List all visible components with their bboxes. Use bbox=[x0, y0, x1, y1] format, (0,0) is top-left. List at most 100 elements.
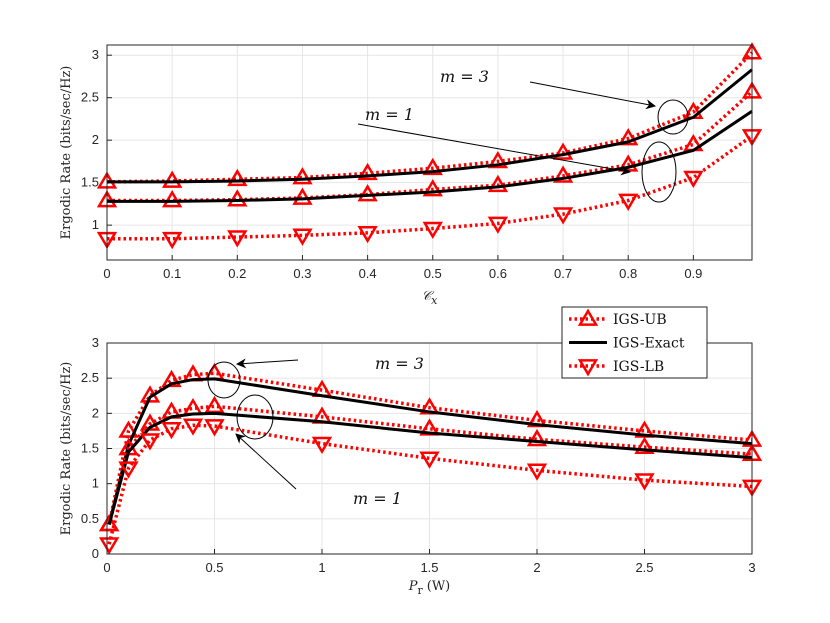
series-exact bbox=[107, 377, 753, 525]
axes-box bbox=[106, 44, 753, 261]
x-tick-label: 0.8 bbox=[619, 266, 637, 281]
annotation-text: m = 3 bbox=[375, 354, 424, 373]
x-axis-label: 𝒞x bbox=[422, 289, 438, 307]
triangle-up-marker bbox=[618, 128, 639, 146]
triangle-down-marker bbox=[552, 207, 574, 225]
axes-box bbox=[106, 342, 753, 555]
triangle-down-marker bbox=[487, 216, 509, 234]
x-tick-label: 0.2 bbox=[228, 266, 246, 281]
y-tick-label: 2.5 bbox=[81, 370, 99, 385]
annotation-text: m = 1 bbox=[353, 489, 402, 508]
triangle-up-marker bbox=[634, 436, 655, 454]
y-tick-label: 0.5 bbox=[81, 511, 99, 526]
annotation-text: m = 1 bbox=[365, 105, 414, 124]
series-line bbox=[107, 377, 753, 525]
series-line bbox=[107, 404, 753, 525]
y-tick-label: 1 bbox=[92, 217, 99, 232]
legend-label: IGS-UB bbox=[613, 312, 667, 328]
x-tick-label: 1 bbox=[318, 560, 325, 575]
triangle-down-marker bbox=[419, 451, 440, 469]
series-exact bbox=[107, 68, 753, 184]
triangle-up-marker bbox=[357, 162, 378, 181]
triangle-down-marker bbox=[683, 170, 704, 189]
x-axis-label-unit: (W) bbox=[427, 579, 451, 594]
x-tick-label: 0.1 bbox=[163, 266, 181, 281]
triangle-down-marker bbox=[161, 231, 183, 250]
y-tick-label: 1.5 bbox=[81, 175, 99, 190]
triangle-down-marker bbox=[204, 419, 225, 437]
x-tick-label: 0 bbox=[103, 266, 110, 281]
series-line bbox=[107, 90, 754, 203]
x-tick-label: 3 bbox=[748, 560, 755, 575]
triangle-down-marker bbox=[618, 193, 639, 211]
triangle-down-marker bbox=[634, 473, 655, 491]
triangle-up-marker bbox=[227, 189, 248, 207]
y-tick-label: 3 bbox=[92, 335, 99, 350]
y-axis-label: Ergodic Rate (bits/sec/Hz) bbox=[59, 66, 74, 240]
y-tick-label: 1.5 bbox=[81, 441, 99, 456]
x-axis-label-main: P bbox=[408, 579, 418, 594]
y-tick-label: 0 bbox=[92, 546, 99, 561]
y-tick-label: 2.5 bbox=[81, 90, 99, 105]
triangle-down-marker bbox=[357, 225, 378, 244]
legend-label: IGS-LB bbox=[613, 359, 664, 375]
annotation-arrow bbox=[236, 358, 299, 369]
series-line bbox=[107, 134, 754, 241]
legend-label: IGS-Exact bbox=[613, 336, 685, 352]
triangle-up-marker bbox=[577, 308, 599, 326]
triangle-down-marker bbox=[311, 436, 333, 455]
y-tick-label: 3 bbox=[92, 47, 99, 62]
triangle-up-marker bbox=[161, 190, 183, 208]
x-tick-label: 0.4 bbox=[359, 266, 377, 281]
legend-item: IGS-UB bbox=[569, 308, 667, 328]
series-exact bbox=[107, 110, 753, 203]
annotation-arrow bbox=[235, 433, 297, 490]
triangle-up-marker bbox=[357, 184, 378, 202]
x-tick-label: 0.5 bbox=[205, 560, 223, 575]
annotation-ellipse bbox=[641, 141, 677, 203]
triangle-down-marker bbox=[161, 421, 182, 440]
triangle-up-marker bbox=[161, 369, 182, 388]
annotation-arrow bbox=[529, 81, 656, 110]
triangle-down-marker bbox=[227, 230, 248, 248]
legend: IGS-UB IGS-Exact IGS-LB bbox=[561, 306, 708, 379]
y-tick-label: 1 bbox=[92, 476, 99, 491]
annotation-arrow bbox=[357, 123, 631, 176]
x-axis-label-subscript: x bbox=[431, 294, 438, 307]
triangle-up-marker bbox=[98, 513, 120, 532]
triangle-down-marker bbox=[577, 359, 599, 377]
y-tick-label: 2 bbox=[92, 132, 99, 147]
triangle-up-marker bbox=[161, 170, 183, 188]
x-tick-label: 2 bbox=[533, 560, 540, 575]
y-axis-label: Ergodic Rate (bits/sec/Hz) bbox=[59, 362, 74, 536]
x-tick-label: 1.5 bbox=[420, 560, 438, 575]
x-axis-label-subscript: r bbox=[417, 584, 423, 597]
series-line bbox=[107, 68, 753, 184]
triangle-up-marker bbox=[552, 142, 574, 160]
triangle-down-marker bbox=[139, 433, 161, 451]
series-line bbox=[107, 371, 753, 525]
triangle-up-marker bbox=[487, 150, 509, 169]
triangle-down-marker bbox=[182, 418, 204, 436]
x-tick-label: 0 bbox=[103, 560, 110, 575]
triangle-up-marker bbox=[552, 165, 574, 183]
series-ub bbox=[96, 81, 763, 208]
legend-item: IGS-LB bbox=[569, 359, 664, 377]
x-tick-label: 0.7 bbox=[554, 266, 572, 281]
triangle-up-marker bbox=[118, 420, 139, 438]
x-tick-label: 0.5 bbox=[424, 266, 442, 281]
triangle-down-marker bbox=[422, 221, 443, 240]
triangle-up-marker bbox=[526, 428, 548, 447]
triangle-down-marker bbox=[118, 461, 139, 479]
triangle-down-marker bbox=[526, 463, 548, 481]
top-chart: 0 0.1 0.2 0.3 0.4 0.5 0.6 0.7 0.8 0.9 1 1.5 2 2.5 3 Erg… bbox=[59, 42, 763, 307]
annotation-ellipse bbox=[236, 394, 274, 440]
y-tick-label: 2 bbox=[92, 405, 99, 420]
triangle-up-marker bbox=[422, 157, 443, 176]
x-tick-label: 0.9 bbox=[684, 266, 702, 281]
x-tick-label: 0.3 bbox=[293, 266, 311, 281]
x-tick-label: 0.6 bbox=[489, 266, 507, 281]
triangle-up-marker bbox=[292, 167, 313, 185]
plot-area bbox=[107, 45, 752, 260]
